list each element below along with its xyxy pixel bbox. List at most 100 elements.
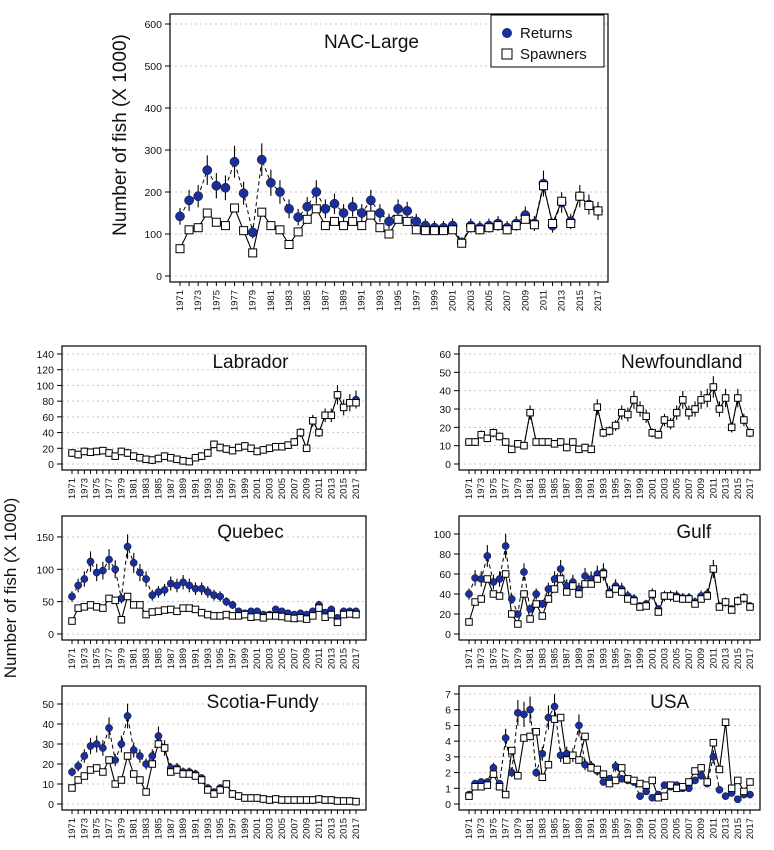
- y-tick-label: 40: [439, 386, 451, 398]
- spawners-point: [352, 398, 360, 407]
- spawners-point: [321, 613, 329, 621]
- spawners-point: [703, 592, 711, 600]
- spawners-point: [544, 595, 553, 603]
- returns-point: [520, 568, 528, 576]
- x-tick-label: 2011: [708, 818, 719, 838]
- x-tick-label: 1989: [574, 818, 585, 839]
- spawners-point: [495, 432, 504, 441]
- spawners-point: [672, 784, 681, 793]
- spawners-point: [666, 419, 675, 428]
- returns-point: [347, 201, 358, 212]
- returns-point: [179, 578, 187, 587]
- returns-point: [74, 762, 83, 770]
- y-tick-label: 50: [439, 367, 451, 379]
- spawners-point: [191, 772, 200, 780]
- returns-point: [68, 592, 76, 601]
- spawners-point: [575, 445, 583, 454]
- spawners-point: [511, 221, 521, 231]
- returns-point: [203, 588, 212, 596]
- x-tick-label: 1997: [228, 648, 239, 669]
- y-tick-label: 100: [144, 229, 162, 241]
- spawners-point: [520, 590, 528, 598]
- x-tick-label: 1997: [228, 478, 239, 499]
- spawners-point: [179, 604, 187, 612]
- spawners-point: [746, 778, 754, 786]
- x-tick-label: 1981: [129, 648, 140, 669]
- panel-usa: 0 1 2 3 4 5 6 7 1971 1973 1975 1977 1979 1981 1983 1985…: [445, 685, 761, 839]
- spawners-point: [624, 775, 632, 783]
- returns-point: [532, 590, 541, 598]
- spawners-point: [184, 225, 194, 235]
- legend-returns-marker: [502, 28, 512, 38]
- x-tick-label: 1975: [211, 290, 222, 311]
- spawners-point: [471, 598, 479, 606]
- spawners-point: [550, 715, 559, 723]
- spawners-point: [709, 565, 718, 573]
- x-tick-label: 2005: [277, 478, 288, 499]
- x-tick-label: 2009: [520, 290, 531, 311]
- spawners-point: [257, 207, 267, 217]
- spawners-point: [532, 727, 540, 736]
- x-tick-label: 2017: [351, 478, 362, 499]
- x-tick-label: 2017: [593, 290, 604, 311]
- spawners-point: [556, 713, 565, 722]
- x-tick-label: 1993: [598, 818, 609, 839]
- spawners-point: [575, 191, 585, 201]
- spawners-point: [599, 770, 608, 778]
- x-tick-label: 2015: [733, 648, 744, 669]
- spawners-point: [117, 447, 126, 456]
- spawners-point: [241, 442, 249, 450]
- top-y-axis-label: Number of fish (X 1000): [110, 34, 131, 236]
- x-tick-label: 1991: [190, 818, 201, 839]
- spawners-point: [136, 453, 144, 462]
- returns-point: [185, 581, 194, 590]
- x-tick-label: 2015: [733, 818, 744, 839]
- spawners-point: [321, 411, 329, 420]
- spawners-point: [275, 225, 285, 235]
- spawners-point: [697, 396, 705, 404]
- panel-gulf: 0 20 40 60 80 100 1971 1973 1975 1977 1979 1981 1983…: [433, 515, 761, 669]
- spawners-point: [375, 223, 385, 233]
- spawners-point: [538, 612, 547, 620]
- returns-point: [129, 746, 138, 754]
- spawners-point: [142, 610, 150, 619]
- spawners-point: [160, 744, 169, 752]
- spawners-point: [617, 764, 626, 772]
- x-tick-label: 2011: [708, 648, 719, 668]
- spawners-point: [672, 408, 681, 417]
- y-tick-label: 60: [439, 349, 451, 361]
- x-tick-label: 2007: [684, 478, 695, 499]
- spawners-point: [740, 787, 748, 796]
- spawners-point: [339, 797, 348, 805]
- spawners-point: [624, 595, 632, 603]
- returns-point: [697, 771, 705, 780]
- spawners-point: [715, 603, 724, 611]
- returns-point: [550, 702, 559, 711]
- spawners-point: [185, 604, 194, 612]
- x-tick-label: 1979: [116, 818, 127, 839]
- x-tick-label: 1977: [230, 290, 241, 311]
- spawners-point: [302, 444, 311, 453]
- x-tick-label: 1995: [611, 818, 622, 839]
- x-tick-label: 1971: [67, 818, 78, 839]
- spawners-point: [715, 405, 724, 413]
- spawners-point: [191, 605, 200, 614]
- x-tick-label: 2015: [339, 478, 350, 499]
- spawners-point: [411, 225, 421, 235]
- y-tick-label: 4: [445, 736, 451, 748]
- returns-point: [721, 792, 730, 800]
- y-tick-label: 140: [36, 349, 54, 361]
- returns-point: [154, 732, 163, 740]
- returns-point: [483, 552, 492, 560]
- panel-title: Scotia-Fundy: [207, 692, 319, 713]
- spawners-point: [278, 796, 286, 804]
- spawners-point: [465, 438, 473, 446]
- y-tick-label: 1: [445, 783, 451, 795]
- spawners-point: [320, 221, 330, 231]
- spawners-point: [99, 768, 107, 776]
- spawners-point: [501, 790, 510, 799]
- x-tick-label: 1989: [574, 478, 585, 499]
- panel-title: USA: [650, 692, 689, 713]
